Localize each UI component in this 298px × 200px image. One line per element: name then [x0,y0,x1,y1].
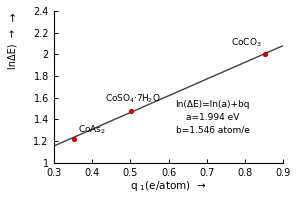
Text: CoSO$_4$·7H$_2$O: CoSO$_4$·7H$_2$O [105,93,161,105]
Text: ↑: ↑ [7,14,17,24]
Text: CoAs$_2$: CoAs$_2$ [78,123,106,136]
Point [262,53,267,56]
Text: ln(ΔE)=ln(a)+bq: ln(ΔE)=ln(a)+bq [175,100,250,109]
Text: b=1.546 atom/e: b=1.546 atom/e [176,125,249,134]
X-axis label: q $_{1}$(e/atom)  →: q $_{1}$(e/atom) → [130,179,207,193]
Text: lnΔE)  →: lnΔE) → [7,29,17,69]
Point [129,110,134,113]
Point [71,137,76,140]
Text: CoCO$_3$: CoCO$_3$ [231,36,261,49]
Text: a=1.994 eV: a=1.994 eV [186,113,239,122]
